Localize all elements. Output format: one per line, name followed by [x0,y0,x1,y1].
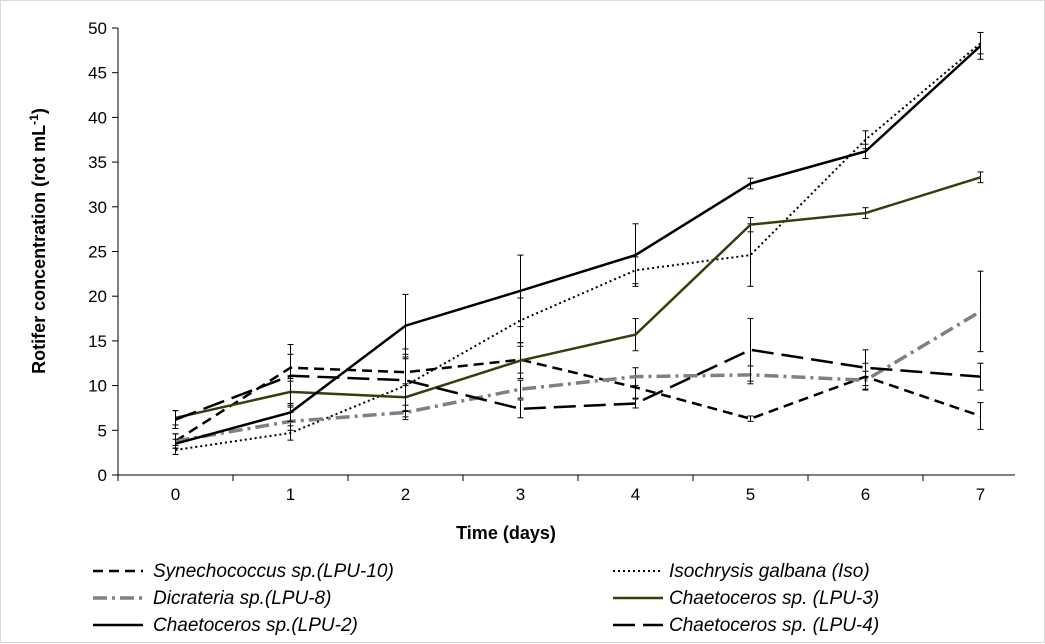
legend-label: Chaetoceros sp. (LPU-4) [669,615,879,636]
axes [118,28,1015,475]
y-tick-label: 0 [98,466,107,485]
legend-item: Chaetoceros sp. (LPU-3) [613,588,879,609]
legend-label: Isochrysis galbana (Iso) [669,561,870,582]
x-tick-label: 6 [861,485,870,504]
y-tick-label: 25 [88,243,107,262]
x-tick-label: 3 [516,485,525,504]
legend-label: Dicrateria sp.(LPU-8) [153,588,331,609]
x-tick-label: 5 [746,485,755,504]
series-line [176,43,981,450]
legend-item: Synechococcus sp.(LPU-10) [93,561,394,582]
y-tick-label: 5 [98,421,107,440]
x-tick-label: 1 [286,485,295,504]
y-tick-label: 40 [88,108,107,127]
legend-item: Isochrysis galbana (Iso) [613,561,870,582]
y-tick-label: 50 [88,19,107,38]
x-axis-title: Time (days) [456,523,556,543]
y-ticks: 0 5 10 15 20 25 30 35 40 45 50 [88,19,118,485]
legend-label: Chaetoceros sp.(LPU-2) [153,615,358,636]
legend-label: Chaetoceros sp. (LPU-3) [669,588,879,609]
series-group [173,346,984,448]
legend-item: Dicrateria sp.(LPU-8) [93,588,331,609]
x-tick-label: 7 [976,485,985,504]
series-group [173,172,984,425]
y-axis-title: Rotifer concentration (rot mL-1) [27,108,49,374]
legend-item: Chaetoceros sp.(LPU-2) [93,615,358,636]
series-line [176,360,981,441]
x-tick-label: 2 [401,485,410,504]
series-group [173,271,984,448]
legend-item: Chaetoceros sp. (LPU-4) [613,615,879,636]
y-tick-label: 20 [88,287,107,306]
legend-label: Synechococcus sp.(LPU-10) [153,561,394,582]
legend: Synechococcus sp.(LPU-10) Isochrysis galb… [93,561,879,636]
series-group [173,319,984,429]
series-group [173,32,984,448]
y-tick-label: 35 [88,153,107,172]
x-tick-label: 0 [171,485,180,504]
y-axis-title-close: ) [29,108,49,114]
x-ticks: 0 1 2 3 4 5 6 7 [118,475,985,504]
series-layer [173,32,984,454]
y-tick-label: 45 [88,64,107,83]
x-tick-label: 4 [631,485,640,504]
y-tick-label: 10 [88,377,107,396]
y-axis-title-main: Rotifer concentration (rot mL [29,125,49,374]
y-tick-label: 15 [88,332,107,351]
y-axis-title-superscript: -1 [27,114,41,125]
y-tick-label: 30 [88,198,107,217]
